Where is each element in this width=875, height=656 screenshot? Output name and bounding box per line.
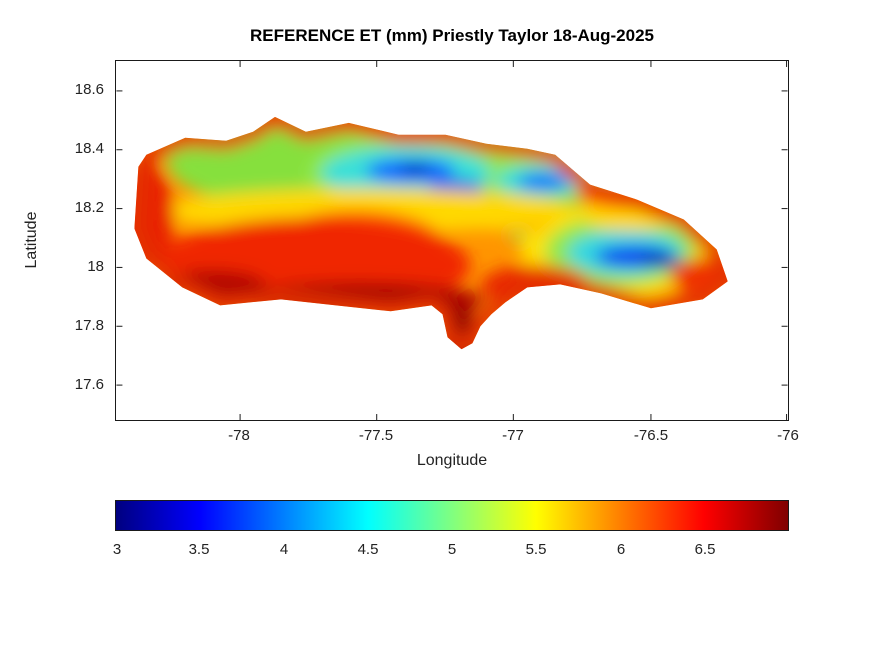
y-tick-label: 18.4 — [74, 140, 104, 157]
x-tick-label: -77 — [502, 427, 524, 444]
et-field — [134, 116, 728, 350]
colorbar-tick-label: 3.5 — [188, 541, 210, 558]
colorbar — [115, 500, 789, 531]
axis-tick-marks — [116, 61, 788, 420]
colorbar-tick-label: 3 — [112, 541, 122, 558]
y-tick-label: 17.8 — [74, 317, 104, 334]
x-axis-label: Longitude — [416, 452, 488, 469]
colorbar-tick-label: 5.5 — [525, 541, 547, 558]
x-tick-label: -78 — [228, 427, 250, 444]
x-tick-label: -76.5 — [633, 427, 669, 444]
colorbar-tick-label: 6 — [616, 541, 626, 558]
jamaica-et-map — [116, 61, 788, 420]
y-tick-label: 17.6 — [74, 376, 104, 393]
y-axis-label: Latitude — [23, 211, 40, 269]
y-tick-label: 18.2 — [74, 199, 104, 216]
colorbar-tick-label: 5 — [447, 541, 457, 558]
colorbar-tick-label: 4.5 — [357, 541, 379, 558]
colorbar-tick-label: 6.5 — [694, 541, 716, 558]
x-tick-label: -76 — [777, 427, 799, 444]
y-tick-label: 18 — [87, 258, 104, 275]
colorbar-tick-label: 4 — [279, 541, 289, 558]
x-tick-label: -77.5 — [358, 427, 394, 444]
plot-title: REFERENCE ET (mm) Priestly Taylor 18-Aug… — [249, 26, 654, 45]
y-tick-label: 18.6 — [74, 81, 104, 98]
et-lowest-blue-blobs — [365, 158, 680, 268]
plot-area — [115, 60, 789, 421]
